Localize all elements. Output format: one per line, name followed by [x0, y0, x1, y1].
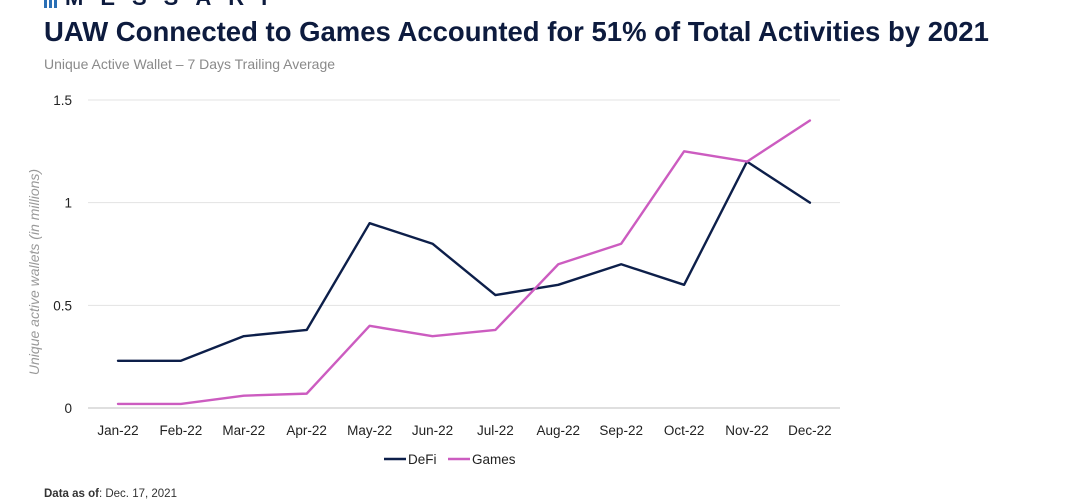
legend-label-defi: DeFi	[408, 452, 437, 467]
series-lines	[116, 119, 812, 406]
x-axis-ticks: Jan-22 Feb-22 Mar-22 Apr-22 May-22 Jun-22 Jul-…	[97, 423, 831, 438]
x-tick-label: May-22	[347, 423, 392, 438]
x-tick-label: Feb-22	[160, 423, 203, 438]
x-tick-label: Aug-22	[537, 423, 581, 438]
x-tick-label: Apr-22	[286, 423, 327, 438]
y-tick-label: 1	[64, 196, 72, 211]
series-line-games	[116, 119, 812, 406]
data-date-label: Data as of	[44, 488, 99, 500]
logo-wordmark: MESSARI	[65, 0, 284, 9]
series-line-defi	[116, 160, 812, 362]
x-tick-label: Dec-22	[788, 423, 832, 438]
data-date-note: Data as of: Dec. 17, 2021	[44, 488, 177, 500]
x-tick-label: Jan-22	[97, 423, 138, 438]
logo-mark-icon	[44, 0, 57, 8]
data-date-value: : Dec. 17, 2021	[98, 488, 177, 500]
x-tick-label: Sep-22	[599, 423, 643, 438]
y-axis-label: Unique active wallets (in millions)	[26, 169, 42, 375]
y-axis-ticks: 0 0.5 1 1.5	[53, 93, 72, 416]
x-tick-label: Jun-22	[412, 423, 453, 438]
chart-title: UAW Connected to Games Accounted for 51%…	[44, 16, 989, 47]
x-tick-label: Nov-22	[725, 423, 769, 438]
chart-subtitle: Unique Active Wallet – 7 Days Trailing A…	[44, 56, 336, 72]
x-tick-label: Mar-22	[222, 423, 265, 438]
legend: DeFi Games	[384, 452, 516, 467]
gridlines	[88, 99, 840, 409]
legend-label-games: Games	[472, 452, 516, 467]
x-tick-label: Jul-22	[477, 423, 514, 438]
line-chart: 00.511.5 Jan-22 Feb-22 Mar-22 Apr-22 May-22 J…	[26, 93, 840, 467]
y-tick-label: 0.5	[53, 298, 72, 313]
messari-logo: MESSARI	[44, 0, 284, 9]
x-tick-label: Oct-22	[664, 423, 705, 438]
y-tick-label: 1.5	[53, 93, 72, 108]
y-tick-label: 0	[64, 401, 72, 416]
